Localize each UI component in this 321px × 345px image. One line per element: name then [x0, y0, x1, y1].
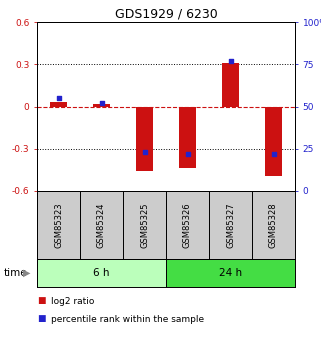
Bar — [179, 107, 196, 168]
Text: ▶: ▶ — [23, 268, 30, 278]
Text: time: time — [3, 268, 27, 278]
Bar — [209, 191, 252, 259]
Point — [271, 151, 276, 157]
Text: ■: ■ — [37, 296, 46, 306]
Text: ■: ■ — [37, 315, 46, 324]
Bar — [265, 107, 282, 176]
Bar — [166, 191, 209, 259]
Bar — [222, 63, 239, 107]
Bar — [50, 102, 67, 107]
Bar — [123, 191, 166, 259]
Point — [185, 151, 190, 157]
Text: GSM85327: GSM85327 — [226, 202, 235, 248]
Point — [228, 58, 233, 63]
Point — [99, 100, 104, 106]
Point — [142, 149, 147, 155]
Text: GSM85325: GSM85325 — [140, 202, 149, 248]
Bar — [252, 191, 295, 259]
Text: GSM85323: GSM85323 — [54, 202, 63, 248]
Text: log2 ratio: log2 ratio — [51, 296, 95, 306]
Point — [56, 95, 61, 101]
Text: 6 h: 6 h — [93, 268, 110, 278]
Bar — [37, 259, 166, 287]
Title: GDS1929 / 6230: GDS1929 / 6230 — [115, 8, 217, 21]
Bar — [37, 191, 80, 259]
Bar — [166, 259, 295, 287]
Bar — [80, 191, 123, 259]
Bar — [136, 107, 153, 171]
Text: GSM85326: GSM85326 — [183, 202, 192, 248]
Text: percentile rank within the sample: percentile rank within the sample — [51, 315, 204, 324]
Text: 24 h: 24 h — [219, 268, 242, 278]
Bar — [93, 104, 110, 107]
Text: GSM85328: GSM85328 — [269, 202, 278, 248]
Text: GSM85324: GSM85324 — [97, 202, 106, 248]
